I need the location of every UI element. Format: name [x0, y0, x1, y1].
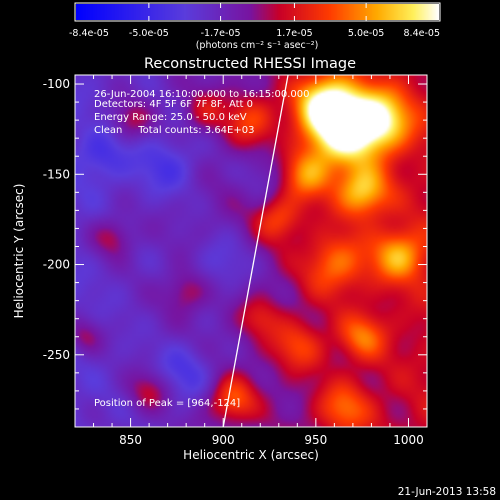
y-tick-label: -200: [43, 258, 70, 272]
chart-title: Reconstructed RHESSI Image: [144, 56, 356, 72]
y-tick-label: -250: [43, 348, 70, 362]
annotation-energy-range: Energy Range: 25.0 - 50.0 keV: [94, 112, 247, 123]
annotation-time-range: 26-Jun-2004 16:10:00.000 to 16:15:00.000: [94, 89, 310, 100]
annotation-block: 26-Jun-2004 16:10:00.000 to 16:15:00.000: [94, 89, 310, 100]
annotation-clean-counts: Clean Total counts: 3.64E+03: [94, 125, 254, 136]
plot-frame: [74, 74, 428, 428]
colorbar-gradient: [76, 4, 439, 20]
x-tick-label: 1000: [393, 433, 424, 447]
colorbar-tick-label: 5.0e-05: [348, 28, 384, 39]
colorbar-tick-label: -8.4e-05: [69, 28, 109, 39]
colorbar-tick-label: 8.4e-05: [404, 28, 440, 39]
x-axis-label: Heliocentric X (arcsec): [183, 448, 319, 462]
colorbar-tick-label: 1.7e-05: [276, 28, 312, 39]
x-tick-label: 850: [119, 433, 142, 447]
y-tick-label: -100: [43, 77, 70, 91]
colorbar-tick-label: -1.7e-05: [201, 28, 241, 39]
annotation-detectors: Detectors: 4F 5F 6F 7F 8F, Att 0: [94, 99, 253, 110]
heatmap-image: [75, 75, 427, 427]
y-tick-label: -150: [43, 167, 70, 181]
colorbar-tick-label: -5.0e-05: [129, 28, 169, 39]
solar-limb-line: [222, 74, 289, 428]
peak-position-label: Position of Peak = [964,-124]: [94, 398, 240, 409]
x-tick-label: 900: [212, 433, 235, 447]
x-tick-label: 950: [304, 433, 327, 447]
colorbar-unit-label: (photons cm⁻² s⁻¹ asec⁻²): [196, 40, 319, 51]
plot-area: 850 900 950 1000 -100 -150 -200 -250 26-Jun-200…: [43, 74, 428, 447]
colorbar: -8.4e-05 -5.0e-05 -1.7e-05 1.7e-05 5.0e-05 8.…: [69, 2, 441, 51]
footer-timestamp: 21-Jun-2013 13:58: [398, 486, 496, 498]
y-axis-label: Heliocentric Y (arcsec): [12, 184, 26, 319]
